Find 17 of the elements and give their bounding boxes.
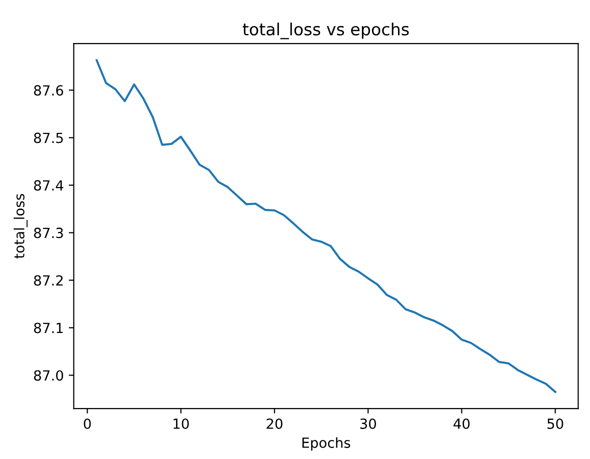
- line-series: [96, 59, 556, 393]
- x-tick-label: 40: [454, 418, 470, 429]
- x-axis-title: Epochs: [302, 437, 350, 451]
- x-tick-label: 10: [174, 418, 189, 429]
- y-axis-title: total_loss: [14, 194, 28, 258]
- y-tick-label: 87.1: [34, 322, 63, 334]
- x-tick-label: 20: [266, 418, 282, 429]
- x-tick-label: 30: [360, 418, 376, 429]
- y-tick-label: 87.2: [34, 275, 63, 286]
- y-tick-label: 87.0: [34, 370, 64, 381]
- x-tick-label: 50: [548, 418, 564, 429]
- y-tick-label: 87.6: [34, 85, 64, 96]
- y-tick-label: 87.4: [34, 180, 64, 191]
- y-tick-label: 87.3: [34, 228, 63, 238]
- y-tick-label: 87.5: [34, 132, 63, 144]
- x-tick-label: 0: [84, 418, 91, 429]
- chart-title: total_loss vs epochs: [242, 22, 409, 40]
